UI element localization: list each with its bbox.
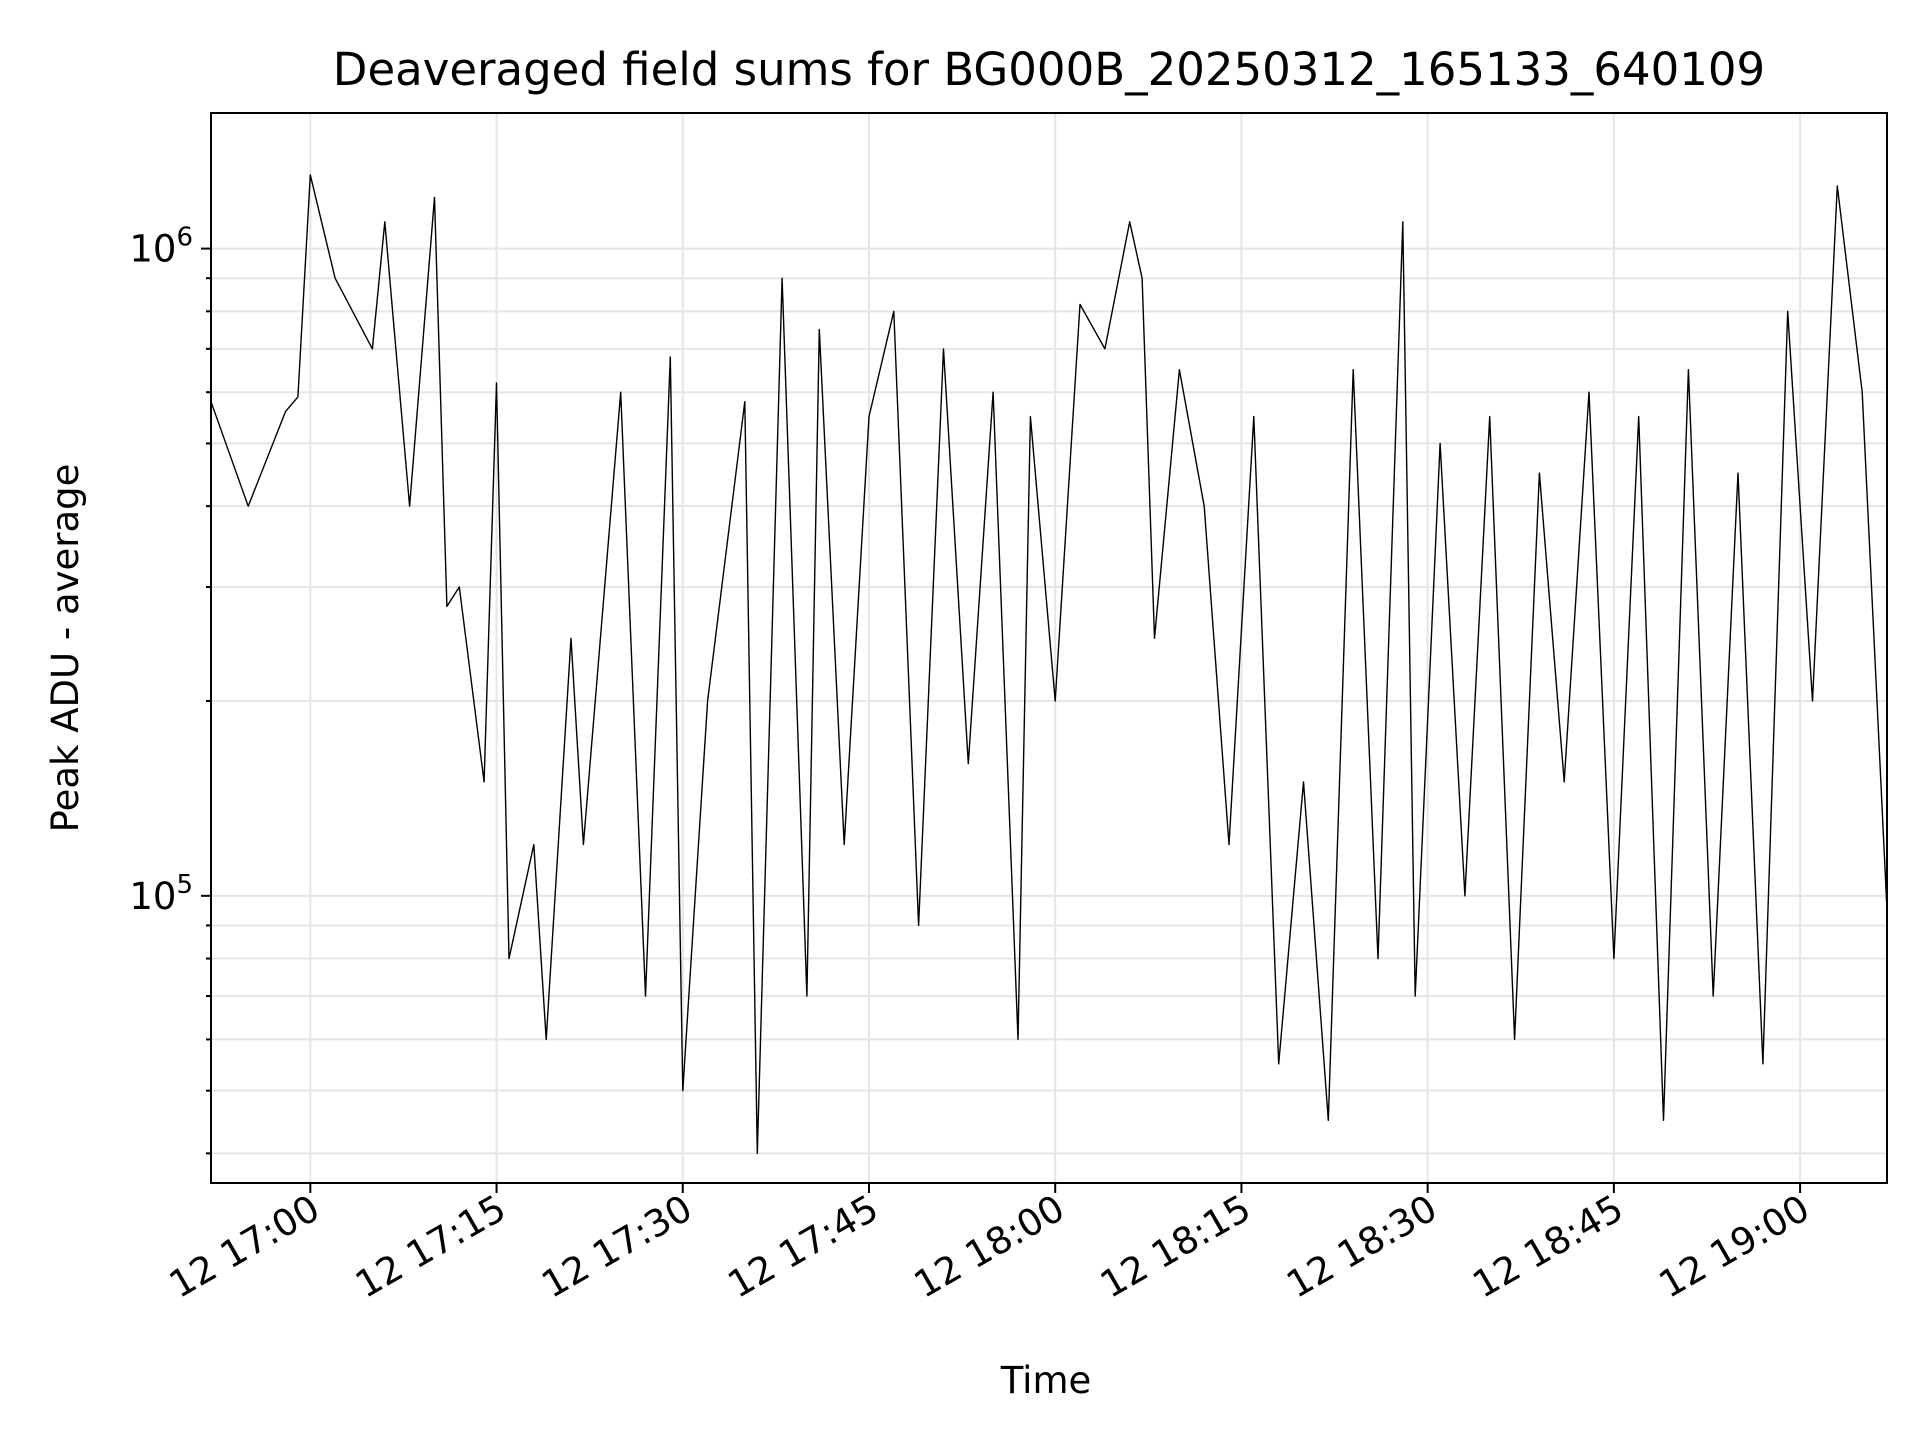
series-line bbox=[210, 174, 1888, 1155]
y-tick-exponent: 5 bbox=[176, 870, 193, 900]
y-tick-exponent: 6 bbox=[176, 223, 193, 253]
y-axis-label: Peak ADU - average bbox=[44, 464, 87, 833]
plot-area-frame bbox=[210, 112, 1888, 1184]
y-tick-label: 106 bbox=[129, 223, 193, 271]
y-tick-label: 105 bbox=[129, 870, 193, 918]
y-tick-base: 10 bbox=[129, 228, 176, 271]
data-series bbox=[210, 174, 1888, 1155]
x-axis-label: Time bbox=[1000, 1359, 1092, 1402]
chart-title: Deaveraged field sums for BG000B_2025031… bbox=[333, 43, 1765, 96]
y-tick-base: 10 bbox=[129, 875, 176, 918]
grid-lines bbox=[211, 113, 1887, 1183]
